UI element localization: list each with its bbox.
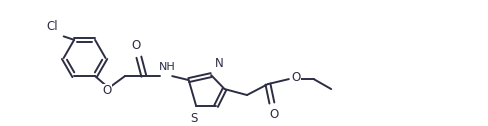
Text: NH: NH xyxy=(159,62,175,72)
Text: O: O xyxy=(132,39,141,52)
Text: S: S xyxy=(190,112,197,125)
Text: N: N xyxy=(215,57,224,70)
Text: Cl: Cl xyxy=(46,20,58,33)
Text: O: O xyxy=(102,84,112,97)
Text: O: O xyxy=(292,71,301,84)
Text: O: O xyxy=(269,108,279,121)
